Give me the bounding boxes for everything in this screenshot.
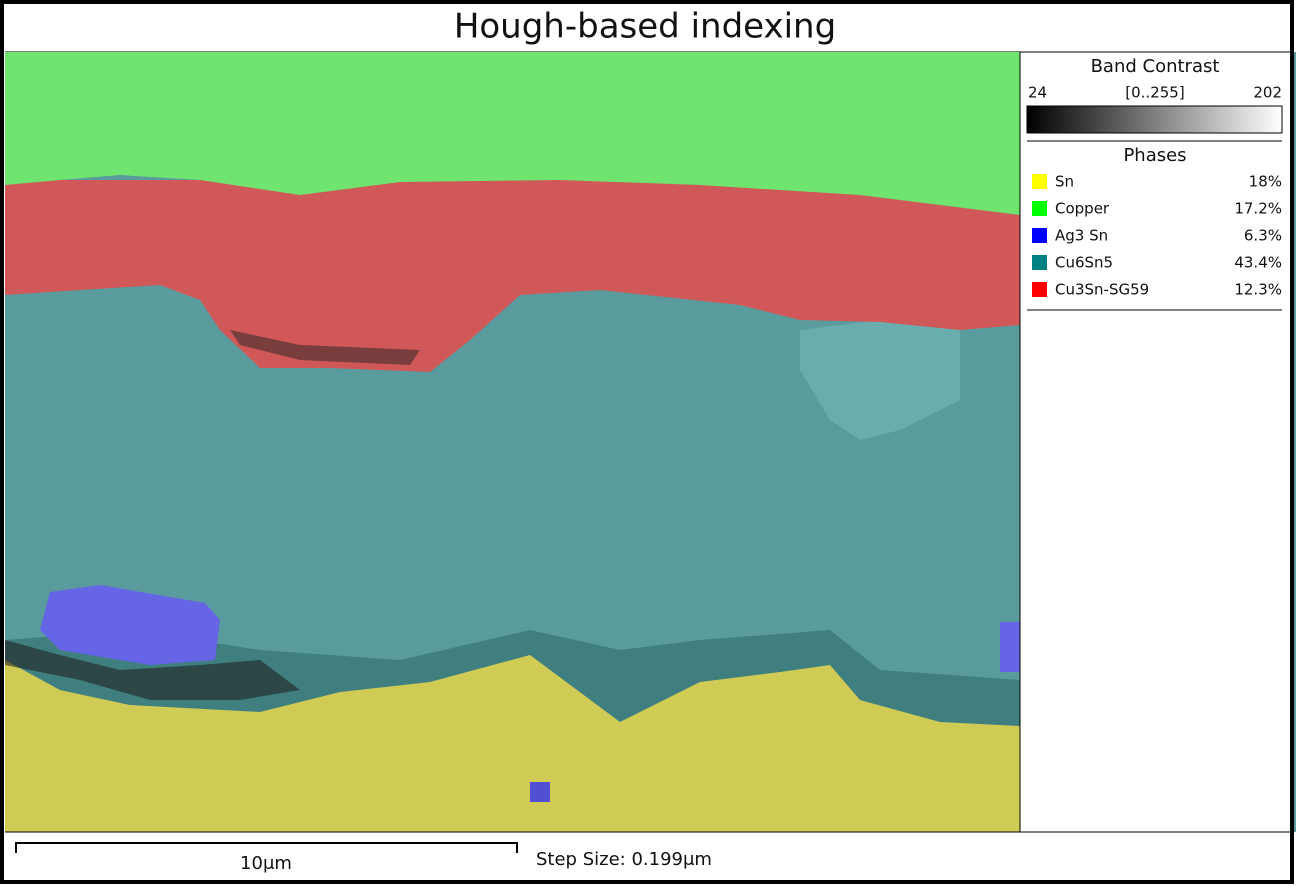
low-contrast-band [5,640,300,700]
ag3sn-blob [40,585,220,665]
low-contrast-band [230,330,420,365]
phase-name: Cu3Sn-SG59 [1055,281,1149,299]
title: Hough-based indexing [454,7,836,47]
phase-swatch [1032,201,1047,216]
phase-swatch [1032,255,1047,270]
scale-bar-label: 10μm [240,853,292,874]
phase-percent: 17.2% [1234,200,1282,218]
phase-name: Cu6Sn5 [1055,254,1113,272]
cu6sn5-grain [800,320,960,440]
phase-name: Copper [1055,200,1110,218]
phase-swatch [1032,282,1047,297]
phase-map [5,52,1020,832]
band-contrast-min: 24 [1028,84,1047,102]
cu3sn-region [5,180,1020,372]
phase-swatch [1032,174,1047,189]
band-contrast-label: Band Contrast [1091,56,1220,77]
phase-swatch [1032,228,1047,243]
band-contrast-scale [1026,105,1283,134]
phase-percent: 6.3% [1244,227,1282,245]
step-size: Step Size: 0.199μm [536,849,712,870]
phase-name: Ag3 Sn [1055,227,1108,245]
band-contrast-max: 202 [1253,84,1282,102]
phase-name: Sn [1055,173,1074,191]
phase-legend: Sn 18% Copper 17.2% Ag3 Sn 6.3% Cu6Sn5 43.4% Cu3… [1032,173,1282,299]
phases-label: Phases [1123,145,1186,166]
scale-bar [15,842,518,853]
ag3sn-blob [1000,622,1020,672]
phase-percent: 18% [1249,173,1282,191]
sn-region [5,655,1020,832]
ag3sn-spot [530,782,550,802]
phase-percent: 12.3% [1234,281,1282,299]
band-contrast-range: [0..255] [1125,84,1184,102]
phase-percent: 43.4% [1234,254,1282,272]
copper-region [5,52,1020,215]
